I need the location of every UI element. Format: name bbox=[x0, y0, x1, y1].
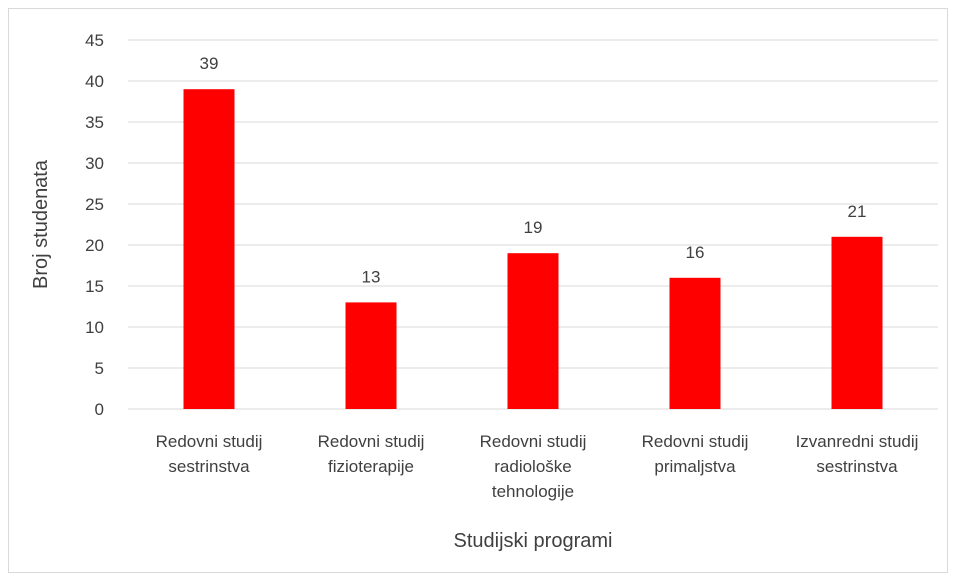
x-tick-label: Redovni studij primaljstva bbox=[642, 432, 749, 476]
x-tick-label-line: primaljstva bbox=[654, 457, 736, 476]
x-axis-ticks: Redovni studij sestrinstva Redovni studij f… bbox=[156, 432, 919, 501]
gridlines bbox=[128, 39, 938, 410]
data-labels: 39 13 19 16 21 bbox=[200, 54, 867, 286]
y-tick-label: 40 bbox=[85, 72, 104, 91]
x-tick-label-line: Redovni studij bbox=[318, 432, 425, 451]
y-tick-label: 30 bbox=[85, 154, 104, 173]
chart-frame bbox=[8, 8, 948, 573]
data-label: 21 bbox=[848, 202, 867, 221]
bar bbox=[831, 236, 883, 409]
x-tick-label-line: radiološke bbox=[494, 457, 572, 476]
y-tick-label: 20 bbox=[85, 236, 104, 255]
y-tick-label: 15 bbox=[85, 277, 104, 296]
bar bbox=[345, 302, 397, 409]
y-tick-label: 25 bbox=[85, 195, 104, 214]
x-tick-label: Izvanredni studij sestrinstva bbox=[796, 432, 919, 476]
y-tick-label: 0 bbox=[95, 400, 104, 419]
data-label: 19 bbox=[524, 218, 543, 237]
x-tick-label-line: Redovni studij bbox=[642, 432, 749, 451]
x-tick-label-line: tehnologije bbox=[492, 482, 574, 501]
y-tick-label: 10 bbox=[85, 318, 104, 337]
y-axis-ticks: 0 5 10 15 20 25 30 35 40 45 bbox=[85, 31, 104, 419]
x-tick-label-line: Izvanredni studij bbox=[796, 432, 919, 451]
data-label: 16 bbox=[686, 243, 705, 262]
x-tick-label-line: fizioterapije bbox=[328, 457, 414, 476]
y-tick-label: 45 bbox=[85, 31, 104, 50]
bar bbox=[183, 89, 235, 409]
x-axis-title: Studijski programi bbox=[454, 530, 613, 552]
x-tick-label-line: Redovni studij bbox=[480, 432, 587, 451]
x-tick-label: Redovni studij sestrinstva bbox=[156, 432, 263, 476]
bar bbox=[669, 277, 721, 409]
bar bbox=[507, 253, 559, 409]
bars bbox=[183, 89, 883, 409]
y-tick-label: 35 bbox=[85, 113, 104, 132]
y-axis-title: Broj studenata bbox=[30, 159, 52, 289]
data-label: 39 bbox=[200, 54, 219, 73]
x-tick-label-line: sestrinstva bbox=[168, 457, 250, 476]
y-tick-label: 5 bbox=[95, 359, 104, 378]
x-tick-label-line: Redovni studij bbox=[156, 432, 263, 451]
x-tick-label: Redovni studij fizioterapije bbox=[318, 432, 425, 476]
x-tick-label-line: sestrinstva bbox=[816, 457, 898, 476]
x-tick-label: Redovni studij radiološke tehnologije bbox=[480, 432, 587, 501]
data-label: 13 bbox=[362, 267, 381, 286]
